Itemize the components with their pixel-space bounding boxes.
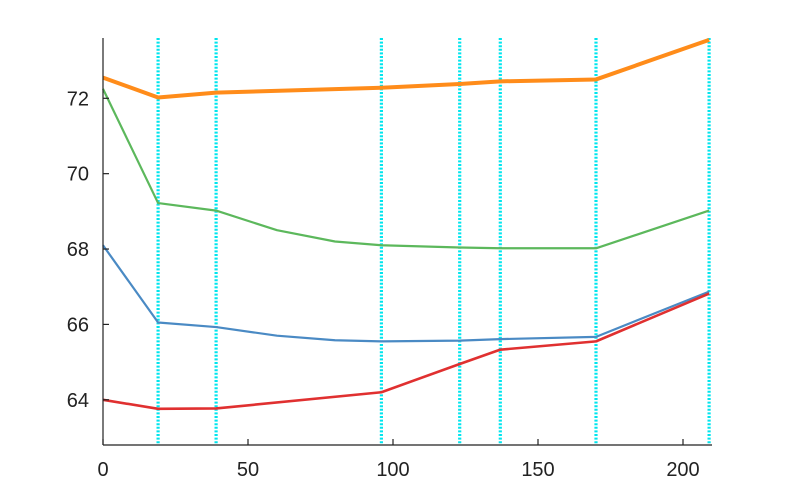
series-line-1 — [102, 88, 710, 250]
series-line-3 — [102, 292, 710, 411]
x-tick-label-50: 50 — [237, 459, 259, 481]
y-tick-label-64: 64 — [67, 390, 89, 412]
y-tick-label-72: 72 — [67, 88, 89, 110]
x-tick-label-200: 200 — [666, 459, 699, 481]
y-tick-label-70: 70 — [67, 164, 89, 186]
series-line-0 — [102, 37, 710, 100]
y-tick-label-68: 68 — [67, 239, 89, 261]
series-layer — [102, 37, 710, 411]
y-axis-ticks: 64 66 68 70 72 — [67, 88, 109, 412]
axes — [102, 38, 712, 446]
x-tick-label-100: 100 — [376, 459, 409, 481]
y-tick-label-66: 66 — [67, 314, 89, 336]
x-tick-label-0: 0 — [97, 459, 108, 481]
vertical-marker-lines — [156, 38, 711, 445]
series-line-2 — [102, 244, 710, 343]
x-tick-label-150: 150 — [521, 459, 554, 481]
x-axis-ticks: 0 50 100 150 200 — [97, 439, 700, 481]
